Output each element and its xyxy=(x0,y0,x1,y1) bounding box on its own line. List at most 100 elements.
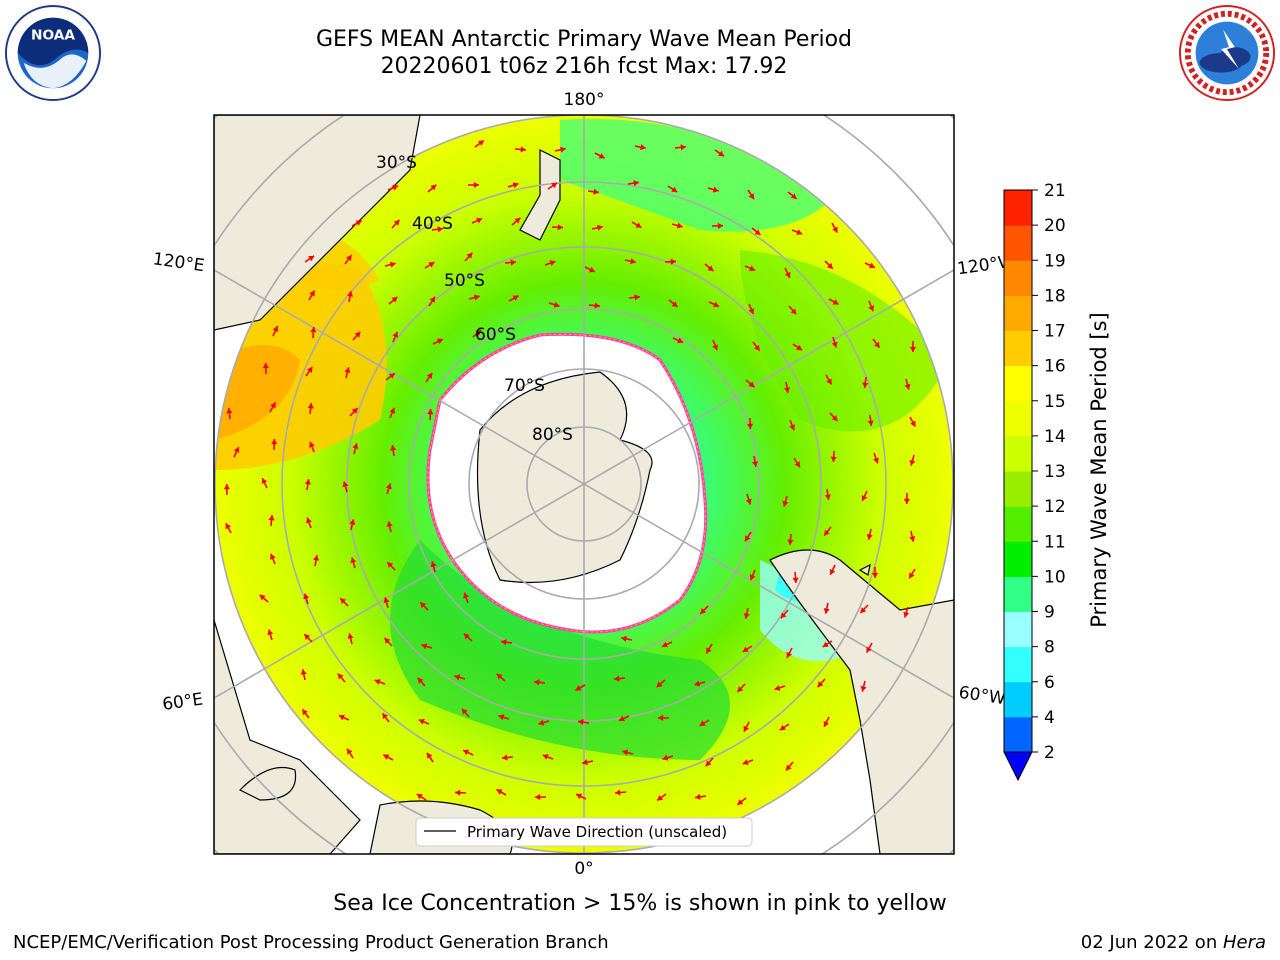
footer-date-text: 02 Jun 2022 on xyxy=(1080,932,1223,953)
colorbar-tick-label: 13 xyxy=(1044,462,1066,482)
wave-arrow-head xyxy=(662,754,669,761)
colorbar-segment xyxy=(1004,365,1032,402)
wave-arrow-head xyxy=(748,381,755,388)
wave-arrow-head xyxy=(338,714,345,721)
wave-arrow-head xyxy=(749,265,756,272)
wave-arrow-head xyxy=(578,719,584,726)
wave-arrow-head xyxy=(306,366,313,373)
colorbar-tick-label: 8 xyxy=(1044,638,1055,658)
colorbar-segment xyxy=(1004,435,1032,472)
wave-arrow-head xyxy=(426,372,433,379)
wave-arrow-head xyxy=(749,574,756,581)
wave-arrow-head xyxy=(535,793,541,801)
wave-arrow-head xyxy=(430,184,437,191)
wave-arrow-head xyxy=(751,461,759,467)
wave-arrow-head xyxy=(268,515,275,521)
wave-arrow-head xyxy=(416,793,423,800)
wave-arrow-head xyxy=(262,363,269,369)
wave-arrow-head xyxy=(677,337,684,344)
wave-arrow-head xyxy=(350,557,357,564)
wave-arrow-head xyxy=(351,408,358,414)
wave-arrow-head xyxy=(391,296,398,303)
colorbar-tick-label: 6 xyxy=(1044,673,1055,693)
colorbar-tick-label: 11 xyxy=(1044,532,1066,552)
wave-arrow-head xyxy=(473,181,479,189)
wave-arrow-head xyxy=(742,759,749,765)
wave-arrow-head xyxy=(308,255,315,262)
lat-label-60s: 60°S xyxy=(475,325,516,345)
wave-arrow-head xyxy=(270,402,276,409)
wave-arrow-head xyxy=(417,677,424,684)
colorbar-extend-arrow xyxy=(1003,751,1033,782)
wave-arrow-head xyxy=(261,478,268,485)
wave-arrow-head xyxy=(786,651,793,658)
wave-arrow-head xyxy=(597,224,603,231)
wave-arrow-head xyxy=(347,633,354,640)
wave-arrow-head xyxy=(743,613,750,619)
wave-arrow-head xyxy=(743,725,750,732)
wave-arrow-head xyxy=(782,500,789,507)
wave-arrow-head xyxy=(792,577,799,583)
wave-arrow-head xyxy=(582,759,588,766)
wave-arrow-head xyxy=(712,186,719,193)
colorbar-segment xyxy=(1004,295,1032,331)
wave-arrow-head xyxy=(779,724,786,731)
wave-arrow-head xyxy=(862,382,869,388)
wave-arrow-head xyxy=(496,673,503,680)
wave-arrow-head xyxy=(560,146,566,153)
wave-arrow-head xyxy=(630,258,636,265)
wave-arrow-head xyxy=(557,224,563,231)
legend-label: Primary Wave Direction (unscaled) xyxy=(467,823,727,841)
wave-arrow-head xyxy=(384,637,391,644)
colorbar-tick-label: 12 xyxy=(1044,497,1066,517)
wave-arrow-head xyxy=(310,327,317,333)
wave-arrow-head xyxy=(477,140,484,147)
wave-arrow-head xyxy=(635,222,642,228)
colorbar-segment xyxy=(1004,471,1032,507)
wave-arrow-head xyxy=(340,598,347,605)
colorbar-tick-label: 2 xyxy=(1044,743,1055,763)
colorbar-segment xyxy=(1004,225,1032,261)
wave-arrow-head xyxy=(826,262,833,269)
wave-arrow-head xyxy=(700,608,707,614)
wave-arrow-head xyxy=(790,193,797,199)
wave-arrow-head xyxy=(742,646,749,652)
colorbar-segment xyxy=(1004,611,1032,648)
wave-arrow-head xyxy=(374,679,381,685)
wave-arrow-head xyxy=(553,301,560,308)
wave-arrow-head xyxy=(429,296,435,303)
wave-arrow-head xyxy=(226,408,233,414)
wave-arrow-head xyxy=(824,529,830,536)
wave-arrow-head xyxy=(713,301,720,308)
colorbar-tick-label: 16 xyxy=(1044,357,1066,377)
wave-arrow-head xyxy=(796,229,803,236)
wave-arrow-head xyxy=(436,338,443,345)
wave-arrow-head xyxy=(306,517,312,524)
wave-arrow-head xyxy=(302,709,308,716)
footer-machine: Hera xyxy=(1222,932,1266,953)
wave-arrow-head xyxy=(347,291,354,297)
wave-arrow-head xyxy=(747,423,754,429)
wave-arrow-head xyxy=(754,229,761,236)
sea-ice-caption: Sea Ice Concentration > 15% is shown in … xyxy=(333,891,947,916)
wave-arrow-head xyxy=(475,329,482,336)
wave-arrow-head xyxy=(307,403,314,409)
wave-arrow-head xyxy=(512,295,519,301)
wave-direction-arrows xyxy=(223,139,917,841)
wave-arrow-head xyxy=(745,535,751,542)
wave-arrow-head xyxy=(393,219,400,226)
wave-arrow-head xyxy=(454,674,461,681)
wave-arrow-head xyxy=(463,592,469,599)
colorbar-segment xyxy=(1004,646,1032,683)
wave-arrow-head xyxy=(657,794,664,801)
wave-arrow-head xyxy=(787,539,794,545)
wave-arrow-head xyxy=(903,611,910,618)
wave-arrow-head xyxy=(501,639,507,646)
wave-arrow-head xyxy=(576,793,583,800)
wave-arrow-head xyxy=(873,457,879,464)
wave-arrow-head xyxy=(784,271,791,278)
wave-arrow-head xyxy=(830,456,837,462)
wave-arrow-head xyxy=(867,420,874,426)
lat-label-80s: 80°S xyxy=(532,425,573,445)
wave-arrow-head xyxy=(390,445,397,451)
